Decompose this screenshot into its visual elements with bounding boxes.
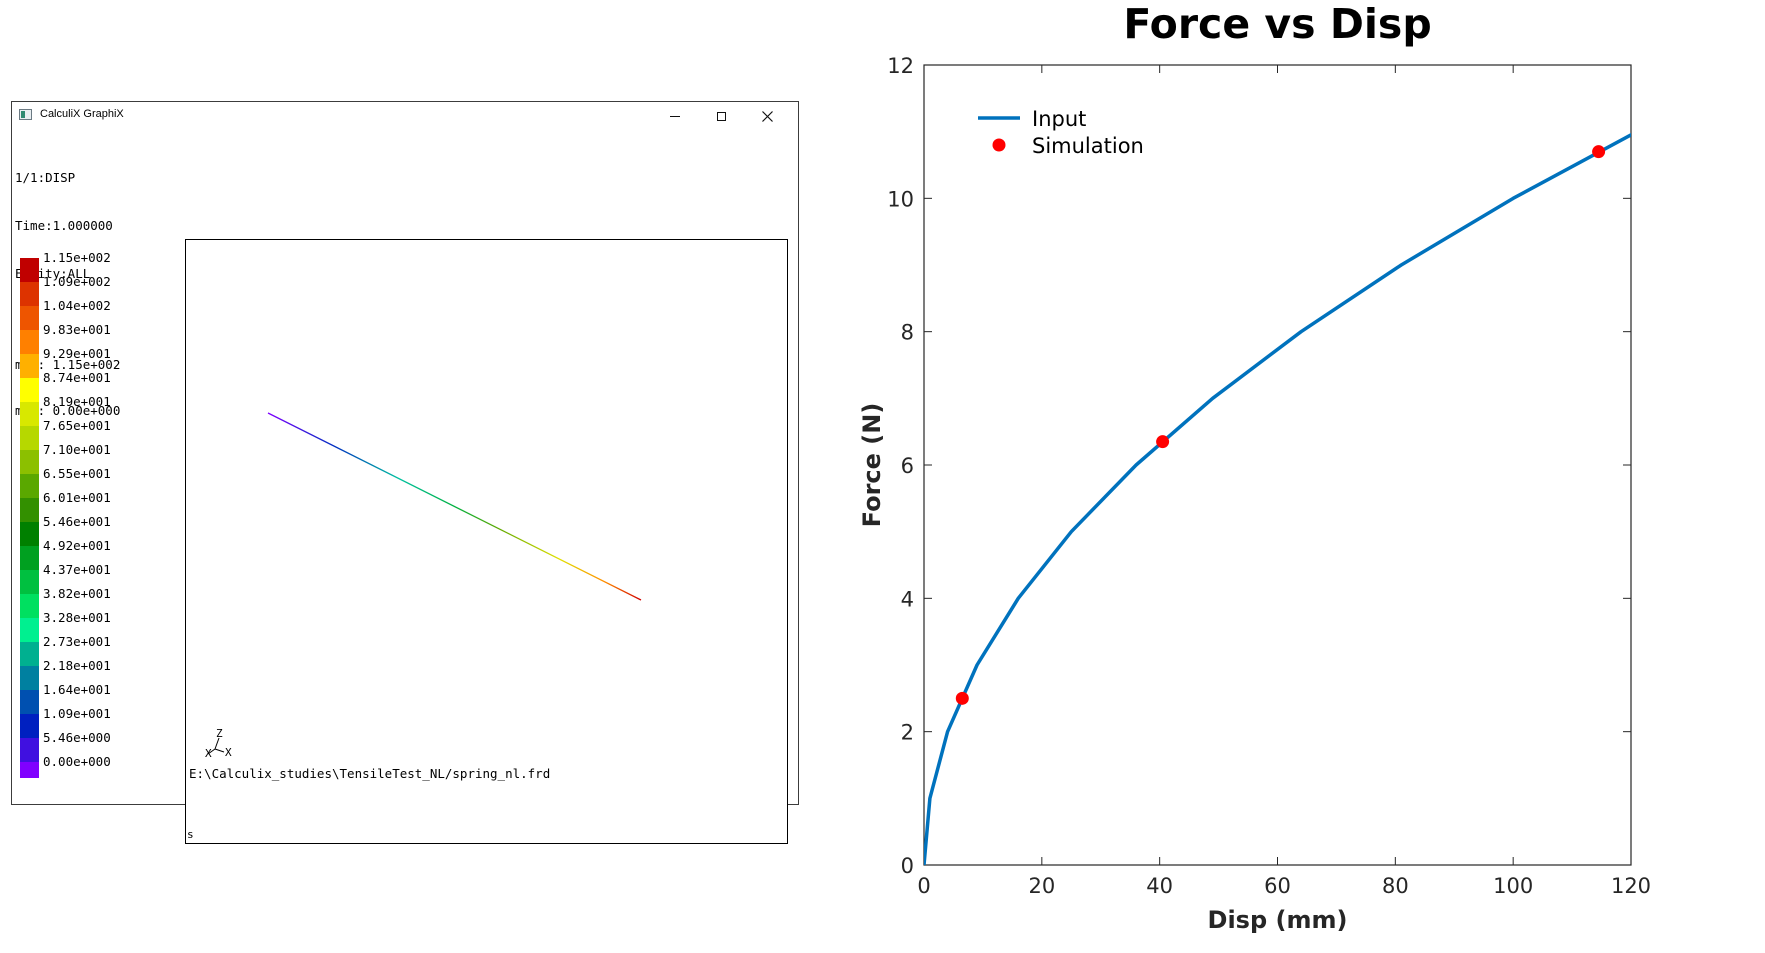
file-path: E:\Calculix_studies\TensileTest_NL/sprin…: [189, 766, 551, 781]
legend-simulation-label: Simulation: [1032, 134, 1144, 158]
x-tick-label: 80: [1382, 874, 1409, 898]
spring-element[interactable]: [267, 412, 642, 601]
close-icon: [761, 110, 773, 122]
y-axis-label: Force (N): [858, 403, 886, 528]
triad-y-label: X: [205, 747, 212, 760]
triad-x-label: X: [225, 746, 232, 759]
chart-svg: Force vs Disp 0 20 40 60 80 100 120 0 2 4 6 8 10 12 Dis…: [858, 0, 1651, 934]
legend-swatch: [20, 330, 39, 354]
simulation-point: [1156, 435, 1170, 449]
x-tick-label: 20: [1028, 874, 1055, 898]
legend-input-label: Input: [1032, 107, 1086, 131]
legend-swatch: [20, 354, 39, 378]
legend-swatch: [20, 426, 39, 450]
legend-label: 1.09e+001: [43, 706, 111, 721]
y-tick-label: 12: [887, 54, 914, 78]
y-tick-label: 8: [901, 321, 914, 345]
legend-label: 9.29e+001: [43, 346, 111, 361]
legend-label: 4.92e+001: [43, 538, 111, 553]
legend-swatch: [20, 594, 39, 618]
legend-label: 7.10e+001: [43, 442, 111, 457]
legend-swatch: [20, 282, 39, 306]
y-tick-label: 2: [901, 721, 914, 745]
legend-swatch: [20, 498, 39, 522]
legend-label: 4.37e+001: [43, 562, 111, 577]
info-line-step: 1/1:DISP: [15, 170, 76, 185]
y-tick-label: 4: [901, 587, 914, 611]
legend-label: 6.01e+001: [43, 490, 111, 505]
legend-swatch: [20, 642, 39, 666]
minimize-button[interactable]: [652, 102, 698, 130]
legend-swatch: [20, 258, 39, 282]
legend-swatch: [20, 378, 39, 402]
legend-label: 3.82e+001: [43, 586, 111, 601]
legend-swatch: [20, 738, 39, 762]
model-view: Z X X s: [187, 412, 642, 841]
y-tick-label: 0: [901, 854, 914, 878]
x-tick-label: 120: [1611, 874, 1651, 898]
app-icon: [19, 109, 32, 120]
legend-label: 1.64e+001: [43, 682, 111, 697]
simulation-point: [955, 691, 969, 705]
maximize-button[interactable]: [698, 102, 744, 130]
legend-label: 8.19e+001: [43, 394, 111, 409]
legend-label: 1.04e+002: [43, 298, 111, 313]
calculix-graphix-window: CalculiX GraphiX 1/1:DISP Time:1.000000 …: [11, 101, 799, 844]
x-axis-label: Disp (mm): [1208, 906, 1348, 934]
legend-label: 0.00e+000: [43, 754, 111, 769]
legend-swatch: [20, 618, 39, 642]
legend-swatch: [20, 714, 39, 738]
window-titlebar[interactable]: CalculiX GraphiX: [12, 102, 798, 130]
y-tick-label: 10: [887, 187, 914, 211]
legend-swatch: [20, 450, 39, 474]
legend-swatch: [20, 306, 39, 330]
graphics-viewport[interactable]: Z X X s: [185, 239, 788, 844]
x-tick-label: 60: [1264, 874, 1291, 898]
maximize-icon: [716, 111, 726, 121]
window-title: CalculiX GraphiX: [40, 108, 124, 120]
force-disp-chart: Force vs Disp 0 20 40 60 80 100 120 0 2 4 6 8 10 12 Dis…: [840, 0, 1765, 953]
legend-label: 5.46e+001: [43, 514, 111, 529]
info-line-time: Time:1.000000: [15, 218, 113, 233]
series-input-line: [924, 132, 1631, 865]
legend-label: 2.18e+001: [43, 658, 111, 673]
legend-swatch: [20, 762, 39, 778]
legend-label: 2.73e+001: [43, 634, 111, 649]
x-tick-label: 100: [1493, 874, 1533, 898]
legend-simulation-marker: [992, 138, 1006, 152]
simulation-point: [1592, 145, 1606, 159]
triad-z-label: Z: [216, 727, 223, 740]
x-tick-label: 40: [1146, 874, 1173, 898]
chart-title: Force vs Disp: [1123, 0, 1431, 48]
legend-label: 1.15e+002: [43, 250, 111, 265]
legend-swatch: [20, 402, 39, 426]
legend-label: 5.46e+000: [43, 730, 111, 745]
x-tick-label: 0: [917, 874, 930, 898]
legend-label: 8.74e+001: [43, 370, 111, 385]
minimize-icon: [670, 115, 680, 117]
legend-swatch: [20, 546, 39, 570]
plot-area-frame: [923, 64, 1632, 866]
legend-label: 1.09e+002: [43, 274, 111, 289]
legend-label: 7.65e+001: [43, 418, 111, 433]
legend-swatch: [20, 666, 39, 690]
legend-label: 9.83e+001: [43, 322, 111, 337]
corner-mark: s: [187, 828, 194, 841]
legend-label: 3.28e+001: [43, 610, 111, 625]
close-button[interactable]: [744, 102, 790, 130]
legend-swatch: [20, 522, 39, 546]
legend-swatch: [20, 474, 39, 498]
axis-triad-icon: Z X X: [205, 727, 232, 760]
y-tick-label: 6: [901, 454, 914, 478]
legend-swatch: [20, 690, 39, 714]
legend-label: 6.55e+001: [43, 466, 111, 481]
legend-swatch: [20, 570, 39, 594]
